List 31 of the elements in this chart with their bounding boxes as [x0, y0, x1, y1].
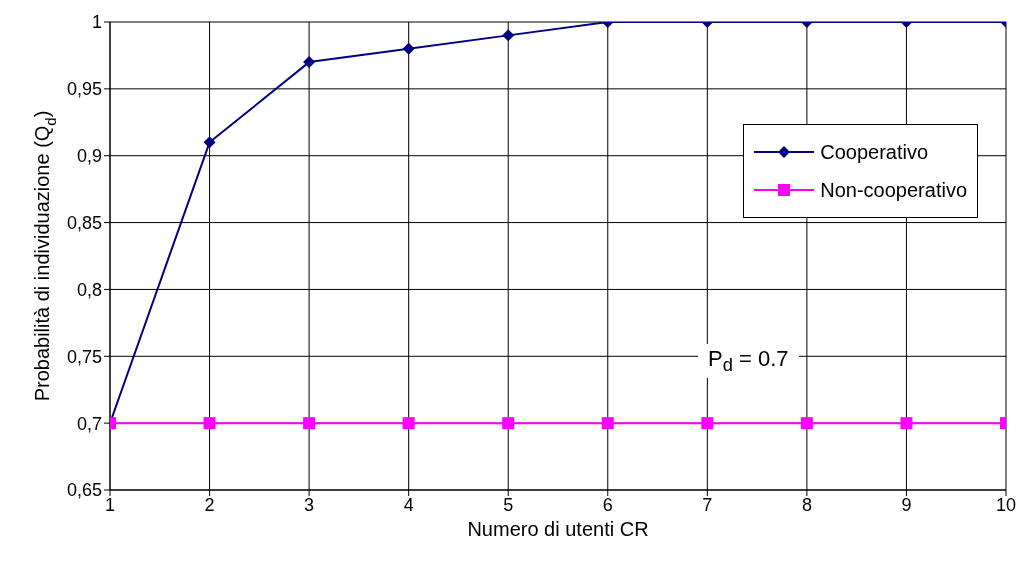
point	[800, 417, 813, 430]
point	[701, 417, 714, 430]
y-tick-label: 0,9	[76, 146, 102, 167]
y-tick-label: 0,95	[66, 79, 102, 100]
point	[601, 417, 614, 430]
x-tick-label: 4	[403, 494, 414, 515]
point	[303, 417, 316, 430]
x-tick-label: 5	[503, 494, 514, 515]
y-tick-label: 0,8	[76, 279, 102, 300]
point	[900, 417, 913, 430]
x-tick-label: 3	[304, 494, 315, 515]
x-tick-label: 9	[901, 494, 912, 515]
x-tick-label: 6	[602, 494, 613, 515]
point	[402, 417, 415, 430]
x-tick-label: 10	[995, 494, 1017, 515]
annotation: P$_{d}$ = 0.7	[698, 344, 799, 379]
x-tick-label: 8	[801, 494, 812, 515]
y-tick-label: 0,7	[76, 413, 102, 434]
point	[203, 417, 216, 430]
x-tick-label: 1	[104, 494, 116, 515]
x-tick-label: 2	[204, 494, 215, 515]
y-tick-label: 1	[91, 12, 102, 33]
legend-label: Cooperativo	[820, 140, 929, 164]
x-tick-label: 7	[702, 494, 713, 515]
point	[203, 136, 216, 149]
y-tick-label: 0,85	[66, 212, 102, 233]
point	[502, 417, 515, 430]
x-axis-title: Numero di utenti CR	[467, 518, 649, 540]
y-tick-label: 0,75	[66, 346, 102, 367]
y-tick-label: 0,65	[66, 480, 102, 501]
legend-label: Non-cooperativo	[820, 178, 967, 202]
